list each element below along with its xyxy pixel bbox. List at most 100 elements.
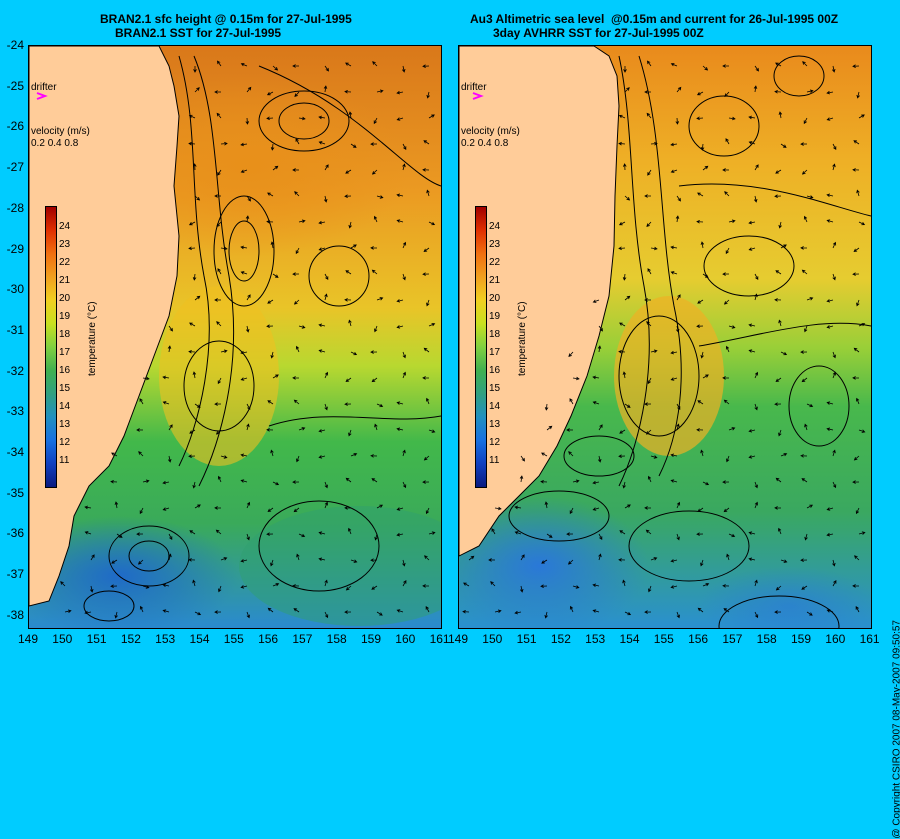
x-tick-label: 156: [688, 632, 709, 646]
velocity-arrow: [780, 559, 788, 563]
velocity-arrow: [670, 62, 678, 67]
velocity-arrow: [348, 221, 352, 229]
velocity-arrow: [753, 195, 758, 203]
velocity-arrow: [266, 532, 274, 536]
colorbar-tick-label: 11: [59, 455, 70, 466]
velocity-arrow: [650, 455, 658, 459]
colorbar-tick-label: 19: [59, 311, 71, 322]
velocity-arrow: [826, 427, 834, 431]
velocity-arrow: [270, 351, 274, 359]
velocity-arrow: [142, 479, 150, 483]
velocity-arrow: [597, 455, 602, 463]
velocity-arrow: [722, 584, 730, 588]
velocity-arrow: [804, 533, 808, 541]
velocity-arrow: [401, 65, 406, 73]
velocity-arrow: [267, 192, 274, 197]
velocity-arrow: [832, 449, 836, 457]
colorbar-tick-label: 17: [489, 347, 501, 358]
x-tick-label: 150: [482, 632, 503, 646]
velocity-arrow: [832, 580, 837, 587]
velocity-arrow: [396, 507, 404, 511]
velocity-arrow: [778, 319, 782, 327]
velocity-arrow: [775, 62, 782, 67]
velocity-arrow: [676, 611, 680, 619]
velocity-arrow: [376, 195, 384, 199]
velocity-arrow: [194, 87, 200, 93]
velocity-arrow: [855, 605, 860, 613]
velocity-arrow: [858, 322, 866, 327]
velocity-arrow: [136, 428, 144, 432]
velocity-arrow: [832, 273, 836, 281]
velocity-arrow: [748, 323, 756, 328]
velocity-arrow: [723, 507, 730, 513]
velocity-arrow: [240, 377, 248, 381]
velocity-arrow: [376, 504, 384, 509]
colorbar-tick-label: 20: [59, 293, 71, 304]
velocity-arrow: [374, 325, 378, 333]
velocity-arrow: [748, 247, 756, 251]
velocity-arrow: [370, 558, 378, 562]
velocity-arrow: [318, 115, 326, 120]
velocity-arrow: [318, 429, 326, 433]
velocity-arrow: [217, 268, 222, 275]
velocity-arrow: [774, 298, 782, 302]
velocity-arrow: [619, 429, 626, 434]
velocity-arrow: [618, 114, 626, 119]
velocity-arrow: [619, 322, 626, 327]
velocity-arrow: [298, 116, 306, 121]
velocity-arrow: [800, 142, 808, 146]
velocity-arrow: [246, 294, 251, 301]
velocity-arrow: [402, 449, 406, 457]
velocity-arrow: [188, 558, 196, 562]
velocity-arrow: [345, 169, 352, 174]
velocity-arrow: [468, 555, 475, 561]
velocity-arrow: [831, 65, 836, 73]
velocity-arrow: [723, 399, 730, 405]
velocity-arrow: [246, 611, 250, 619]
velocity-arrow: [774, 89, 782, 94]
velocity-arrow: [318, 349, 326, 353]
x-tick-label: 149: [447, 632, 469, 646]
velocity-arrow: [428, 531, 436, 535]
velocity-arrow: [748, 455, 756, 459]
colorbar-left: [45, 206, 57, 488]
velocity-arrow: [702, 582, 710, 587]
velocity-arrow: [371, 478, 378, 483]
y-tick-label: -28: [6, 200, 24, 215]
velocity-arrow: [422, 376, 430, 380]
velocity-arrow: [188, 454, 196, 458]
velocity-arrow: [624, 504, 631, 509]
velocity-arrow: [324, 65, 329, 72]
velocity-arrow: [806, 89, 814, 93]
velocity-arrow: [272, 374, 279, 379]
velocity-arrow: [754, 164, 759, 171]
velocity-arrow: [426, 91, 430, 99]
velocity-arrow: [618, 454, 626, 458]
velocity-arrow: [670, 271, 678, 275]
velocity-arrow: [90, 554, 95, 561]
velocity-arrow: [267, 507, 274, 513]
velocity-arrow: [801, 269, 808, 275]
velocity-arrow: [644, 402, 652, 406]
velocity-arrow: [520, 554, 525, 561]
velocity-arrow: [423, 247, 430, 253]
velocity-arrow: [724, 191, 730, 197]
velocity-arrow: [245, 215, 250, 223]
velocity-arrow: [514, 531, 522, 535]
velocity-arrow: [568, 451, 574, 457]
velocity-arrow: [266, 116, 274, 121]
colorbar-right: [475, 206, 487, 488]
velocity-arrow: [568, 351, 574, 358]
velocity-arrow: [644, 610, 652, 614]
velocity-arrow: [240, 142, 248, 147]
velocity-arrow: [373, 215, 378, 223]
australia-coast-left: [29, 46, 180, 607]
colorbar-title-right: temperature (°C): [517, 301, 528, 376]
velocity-arrow: [136, 532, 144, 536]
velocity-arrow: [220, 349, 228, 353]
x-tick-label: 150: [52, 632, 73, 646]
velocity-arrow: [646, 60, 652, 67]
colorbar-tick-label: 13: [59, 419, 71, 430]
velocity-arrow: [372, 61, 378, 67]
x-tick-label: 161: [859, 632, 880, 646]
